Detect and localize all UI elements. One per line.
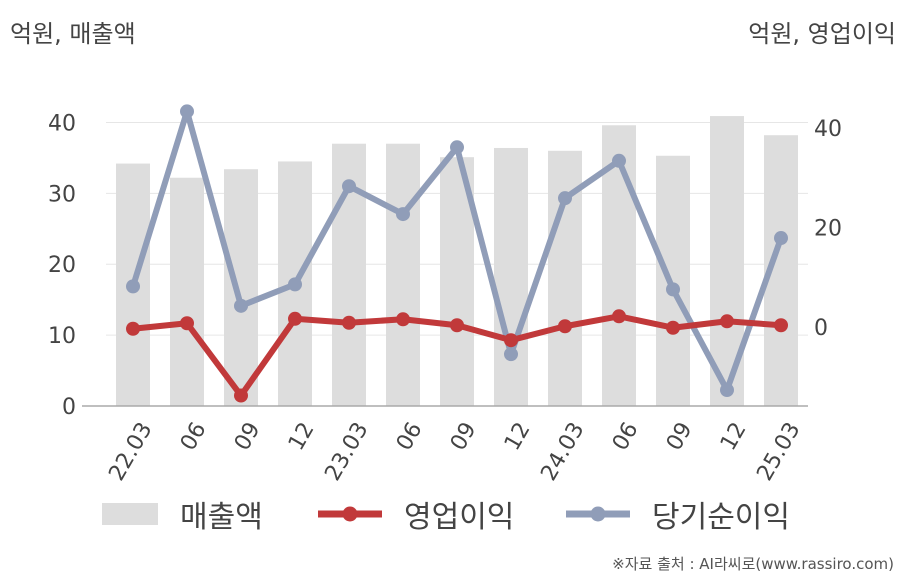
x-tick-label: 09 xyxy=(662,418,698,455)
legend-swatch-net-income xyxy=(566,506,630,522)
x-tick-label: 06 xyxy=(608,418,644,455)
point-operating-profit xyxy=(396,312,410,327)
right-tick-label: 20 xyxy=(814,217,842,242)
legend-item-operating-profit: 영업이익 xyxy=(318,492,514,536)
bar-revenue xyxy=(170,177,204,406)
point-operating-profit xyxy=(720,314,734,329)
source-note: ※자료 출처 : AI라씨로(www.rassiro.com) xyxy=(612,555,894,573)
x-tick-label: 12 xyxy=(500,418,536,455)
x-tick-label: 22.03 xyxy=(104,418,157,485)
point-net-income xyxy=(180,104,194,119)
point-operating-profit xyxy=(288,311,302,326)
point-operating-profit xyxy=(342,315,356,330)
left-tick-label: 0 xyxy=(62,395,76,420)
x-tick-label: 12 xyxy=(284,418,320,455)
point-net-income xyxy=(288,277,302,292)
left-axis-unit: 억원, 매출액 xyxy=(10,20,136,48)
point-operating-profit xyxy=(558,319,572,334)
point-net-income xyxy=(396,207,410,222)
legend-label-net-income: 당기순이익 xyxy=(652,500,790,535)
point-operating-profit xyxy=(234,388,248,403)
point-net-income xyxy=(450,140,464,155)
point-operating-profit xyxy=(504,333,518,348)
bar-revenue xyxy=(386,143,420,406)
left-tick-label: 10 xyxy=(48,324,76,349)
x-tick-label: 12 xyxy=(716,418,752,455)
point-net-income xyxy=(558,191,572,206)
point-net-income xyxy=(666,282,680,297)
legend-swatch-revenue xyxy=(102,503,158,525)
point-net-income xyxy=(720,383,734,398)
x-tick-label: 06 xyxy=(392,418,428,455)
bar-revenue xyxy=(494,147,528,406)
legend-label-revenue: 매출액 xyxy=(180,500,263,535)
bar-revenue xyxy=(656,155,690,406)
point-net-income xyxy=(774,231,788,246)
point-operating-profit xyxy=(450,318,464,333)
point-operating-profit xyxy=(666,320,680,335)
right-tick-label: 40 xyxy=(814,117,842,142)
left-tick-label: 30 xyxy=(48,182,76,207)
left-tick-label: 40 xyxy=(48,111,76,136)
point-net-income xyxy=(612,153,626,168)
x-tick-label: 09 xyxy=(446,418,482,455)
point-operating-profit xyxy=(774,318,788,333)
bar-revenue xyxy=(224,169,258,406)
x-tick-label: 23.03 xyxy=(320,418,373,485)
point-net-income xyxy=(234,298,248,313)
x-tick-label: 24.03 xyxy=(536,418,589,485)
legend-item-net-income: 당기순이익 xyxy=(566,492,790,536)
x-tick-label: 25.03 xyxy=(752,418,805,485)
left-tick-label: 20 xyxy=(48,253,76,278)
point-operating-profit xyxy=(126,321,140,336)
point-operating-profit xyxy=(180,316,194,331)
legend: 매출액 영업이익 당기순이익 xyxy=(0,492,908,536)
point-net-income xyxy=(126,279,140,294)
right-axis-unit: 억원, 영업이익 xyxy=(748,20,896,48)
point-net-income xyxy=(504,347,518,362)
legend-item-revenue: 매출액 xyxy=(102,492,263,536)
right-tick-label: 0 xyxy=(814,316,828,341)
x-tick-label: 09 xyxy=(230,418,266,455)
legend-swatch-operating-profit xyxy=(318,506,382,522)
legend-label-operating-profit: 영업이익 xyxy=(404,500,515,535)
point-net-income xyxy=(342,179,356,194)
x-tick-label: 06 xyxy=(176,418,212,455)
point-operating-profit xyxy=(612,309,626,324)
